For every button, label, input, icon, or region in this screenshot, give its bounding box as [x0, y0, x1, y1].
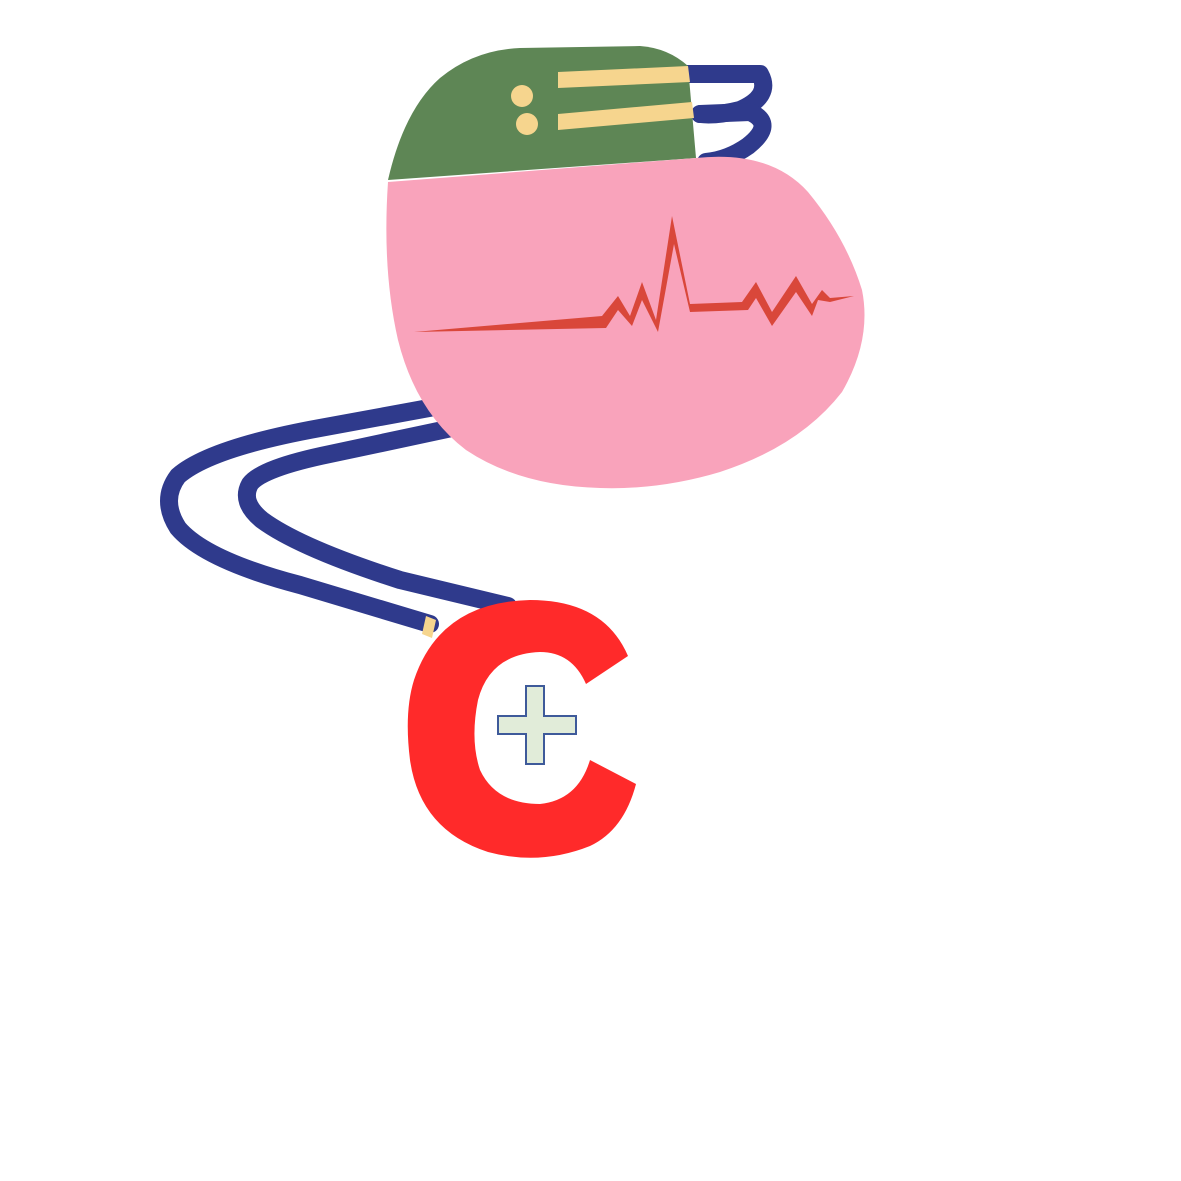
ecg-trace-icon: [414, 216, 854, 332]
device-body: [386, 156, 865, 489]
inner-lead: [238, 419, 517, 615]
letter-mark: [407, 600, 636, 858]
medical-cross-icon: [497, 685, 577, 765]
header-dot-bottom: [516, 113, 538, 135]
header-dot-top: [511, 85, 533, 107]
header-bar-bottom: [558, 102, 694, 130]
letter-c: [407, 600, 636, 858]
outer-lead: [160, 397, 449, 633]
lead-wires: [160, 65, 773, 638]
device-header: [388, 46, 696, 180]
lead-band: [422, 616, 436, 638]
header-bar-top: [558, 66, 690, 88]
upper-lead-loop-2: [691, 103, 772, 171]
